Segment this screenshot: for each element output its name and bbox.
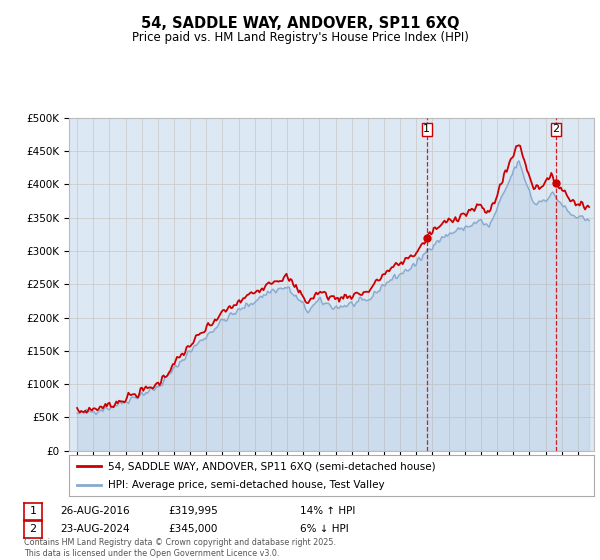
Text: 2: 2 bbox=[29, 524, 37, 534]
Text: 1: 1 bbox=[29, 506, 37, 516]
Text: 54, SADDLE WAY, ANDOVER, SP11 6XQ (semi-detached house): 54, SADDLE WAY, ANDOVER, SP11 6XQ (semi-… bbox=[109, 461, 436, 471]
Text: 2: 2 bbox=[553, 124, 560, 134]
Text: 23-AUG-2024: 23-AUG-2024 bbox=[60, 524, 130, 534]
Text: 14% ↑ HPI: 14% ↑ HPI bbox=[300, 506, 355, 516]
Text: 1: 1 bbox=[424, 124, 430, 134]
Text: £345,000: £345,000 bbox=[168, 524, 217, 534]
Text: 54, SADDLE WAY, ANDOVER, SP11 6XQ: 54, SADDLE WAY, ANDOVER, SP11 6XQ bbox=[141, 16, 459, 31]
Text: 6% ↓ HPI: 6% ↓ HPI bbox=[300, 524, 349, 534]
Text: £319,995: £319,995 bbox=[168, 506, 218, 516]
Text: Contains HM Land Registry data © Crown copyright and database right 2025.
This d: Contains HM Land Registry data © Crown c… bbox=[24, 538, 336, 558]
Text: 26-AUG-2016: 26-AUG-2016 bbox=[60, 506, 130, 516]
Text: Price paid vs. HM Land Registry's House Price Index (HPI): Price paid vs. HM Land Registry's House … bbox=[131, 31, 469, 44]
Text: HPI: Average price, semi-detached house, Test Valley: HPI: Average price, semi-detached house,… bbox=[109, 480, 385, 489]
